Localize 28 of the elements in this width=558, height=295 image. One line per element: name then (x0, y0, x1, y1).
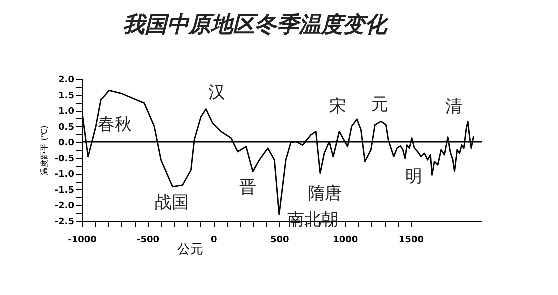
y-tick-label: -1.5 (54, 186, 74, 196)
y-tick-label: -2.5 (54, 218, 74, 228)
y-tick-label: 1.0 (58, 107, 74, 118)
y-tick-label: 1.5 (58, 91, 74, 102)
x-tick-label: 0 (210, 236, 218, 246)
x-tick-label: -1000 (68, 236, 97, 246)
annotation: 清 (446, 97, 462, 117)
x-tick-label: -500 (137, 236, 160, 246)
y-tick-label: -2.0 (54, 202, 74, 212)
y-axis-title: 温度距平 (℃) (40, 126, 49, 176)
x-tick-label: 1000 (333, 236, 358, 246)
y-tick-label: 0.5 (58, 122, 74, 133)
annotation: 汉 (208, 83, 226, 103)
annotation: 晋 (240, 178, 256, 198)
x-tick-label: 1500 (398, 236, 424, 246)
y-tick-label: -1.0 (54, 170, 74, 180)
annotation: 隋唐 (308, 184, 342, 204)
annotation: 战国 (155, 193, 189, 213)
annotation: 宋 (330, 97, 346, 117)
y-tick-label: 0.0 (58, 138, 74, 149)
annotation: 明 (406, 167, 422, 187)
x-tick-label: 500 (270, 236, 290, 246)
y-tick-label: -0.5 (54, 154, 74, 164)
annotation: 春秋 (98, 115, 132, 135)
annotation: 元 (372, 95, 388, 115)
chart-title: 我国中原地区冬季温度变化 (123, 12, 389, 38)
x-axis-title: 公元 (178, 242, 204, 258)
y-tick-label: 2.0 (58, 76, 74, 86)
